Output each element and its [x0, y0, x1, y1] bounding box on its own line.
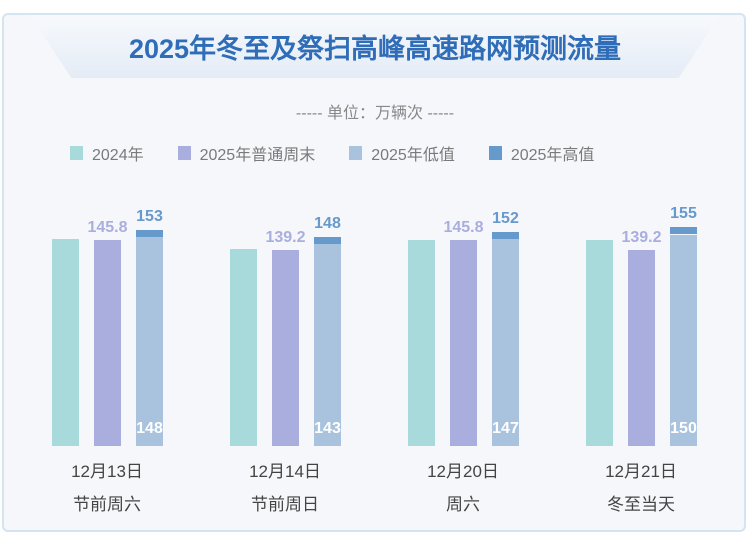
label-2025-low: 143	[314, 420, 341, 437]
legend-label: 2025年低值	[371, 147, 455, 164]
label-2025-weekend: 139.2	[621, 228, 662, 246]
bar-2024	[52, 239, 79, 446]
legend-item: 2025年低值	[349, 141, 455, 165]
legend-swatch	[177, 146, 191, 160]
unit-label: ----- 单位：万辆次 -----	[295, 105, 455, 122]
legend-label: 2024年	[92, 147, 144, 164]
legend-item: 2024年	[70, 141, 144, 165]
legend-swatch	[349, 146, 363, 160]
bar-2025-low	[670, 234, 697, 446]
x-label: 冬至当天	[607, 495, 675, 514]
bar-2025-weekend	[450, 240, 477, 446]
label-2025-low: 147	[492, 420, 519, 437]
bar-2024	[230, 249, 257, 446]
label-2025-low: 148	[136, 420, 163, 437]
bar-2024	[408, 240, 435, 446]
legend-label: 2025年普通周末	[199, 147, 316, 164]
legend-item: 2025年普通周末	[177, 141, 316, 165]
legend-label: 2025年高值	[510, 147, 595, 164]
x-date: 12月21日	[605, 462, 677, 481]
title-banner	[30, 15, 720, 78]
chart-card	[2, 13, 746, 532]
label-2025-weekend: 145.8	[87, 219, 128, 237]
x-date: 12月20日	[427, 462, 499, 481]
bar-2025-high	[136, 230, 163, 238]
legend-swatch	[70, 146, 83, 160]
legend-item: 2025年高值	[488, 141, 595, 165]
bar-2025-high	[314, 237, 341, 245]
x-date: 12月14日	[249, 462, 321, 481]
legend-swatch	[488, 146, 502, 160]
label-2025-weekend: 145.8	[443, 219, 484, 237]
label-2025-high: 155	[670, 205, 697, 223]
chart-title: 2025年冬至及祭扫高峰高速路网预测流量	[128, 34, 622, 64]
bar-2025-low	[136, 237, 163, 446]
x-label: 周六	[446, 495, 480, 514]
bar-2025-high	[492, 231, 519, 239]
label-2025-weekend: 139.2	[265, 228, 306, 246]
bar-2025-weekend	[94, 240, 121, 446]
bar-2025-low	[492, 238, 519, 446]
bar-2024	[586, 240, 613, 446]
x-label: 节前周六	[73, 495, 141, 514]
label-2025-high: 148	[314, 215, 341, 233]
label-2025-high: 152	[492, 209, 519, 227]
x-date: 12月13日	[71, 462, 143, 481]
bar-2025-weekend	[628, 249, 655, 446]
bar-2025-high	[670, 227, 697, 235]
bar-2025-weekend	[272, 249, 299, 446]
label-2025-high: 153	[136, 208, 163, 226]
x-label: 节前周日	[251, 495, 319, 514]
label-2025-low: 150	[670, 420, 697, 437]
legend: 2024年 2025年普通周末 2025年低值 2025年高值	[70, 141, 594, 165]
bar-2025-low	[314, 244, 341, 446]
